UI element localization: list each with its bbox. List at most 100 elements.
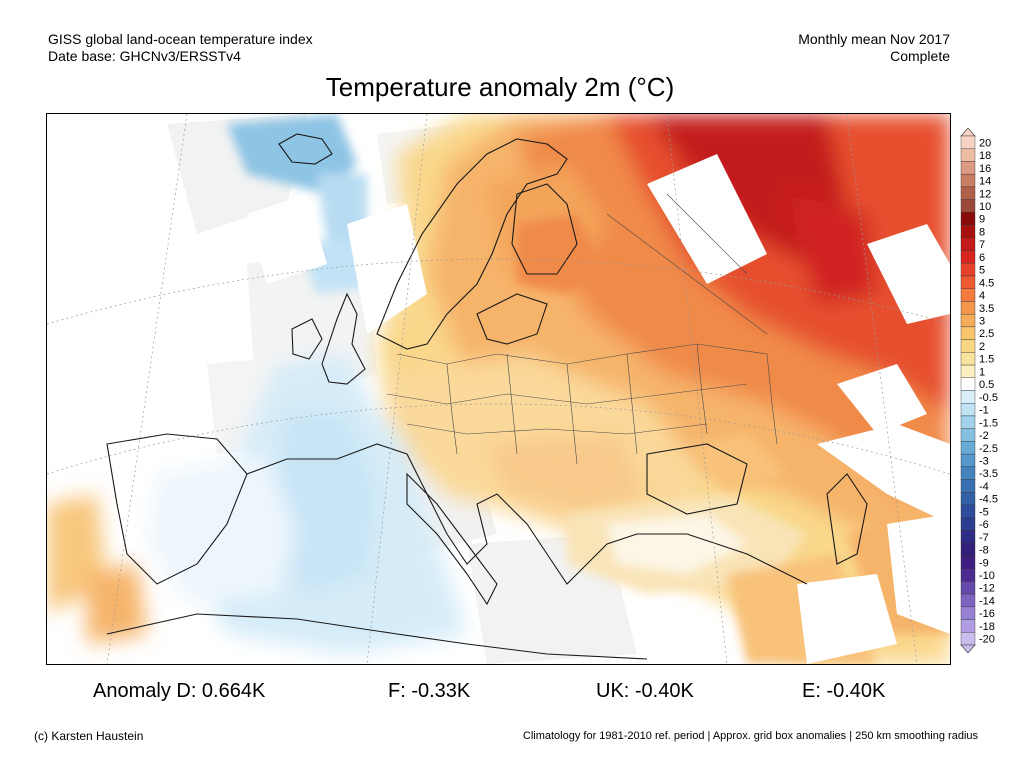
anomaly-e-stat: E: -0.40K: [802, 680, 886, 702]
anomaly-d-stat: Anomaly D: 0.664K: [93, 680, 266, 702]
colorbar-swatch: [960, 415, 976, 429]
map-title: Temperature anomaly 2m (°C): [325, 72, 675, 102]
colorbar-swatch: [960, 275, 976, 289]
colorbar-swatch: [960, 212, 976, 226]
colorbar-swatch: [960, 441, 976, 455]
missing-data-areas: [47, 154, 950, 664]
anomaly-stats: Anomaly D: 0.664K F: -0.33K UK: -0.40K E…: [0, 680, 1024, 708]
colorbar-arrow-bottom: [960, 644, 976, 653]
colorbar-label: 16: [979, 163, 991, 175]
colorbar-label: 8: [979, 226, 985, 238]
anomaly-uk-stat: UK: -0.40K: [596, 680, 694, 702]
colorbar-label: 14: [979, 176, 991, 188]
colorbar-label: 0.5: [979, 379, 994, 391]
colorbar-label: -1: [979, 405, 989, 417]
status-label: Complete: [890, 48, 950, 64]
colorbar-label: -2.5: [979, 443, 998, 455]
colorbar-swatch: [960, 581, 976, 595]
climatology-note: Climatology for 1981-2010 ref. period | …: [522, 730, 978, 742]
graticule: [47, 114, 950, 664]
colorbar-label: 9: [979, 214, 985, 226]
colorbar-label: 4: [979, 290, 985, 302]
colorbar-swatch: [960, 543, 976, 557]
colorbar-label: 20: [979, 137, 991, 149]
colorbar-swatch: [960, 619, 976, 633]
colorbar-label: -8: [979, 545, 989, 557]
colorbar-label: -1.5: [979, 417, 998, 429]
colorbar-label: 1: [979, 366, 985, 378]
colorbar-swatch: [960, 364, 976, 378]
credit-label: (c) Karsten Haustein: [34, 729, 144, 743]
colorbar-label: -10: [979, 570, 995, 582]
colorbar-label: -9: [979, 557, 989, 569]
colorbar-label: 10: [979, 201, 991, 213]
period-label: Monthly mean Nov 2017: [798, 31, 950, 47]
colorbar-label: -12: [979, 583, 995, 595]
colorbar-swatch: [960, 135, 976, 149]
colorbar-label: 1.5: [979, 354, 994, 366]
colorbar-label: -4: [979, 481, 989, 493]
colorbar-label: 2.5: [979, 328, 994, 340]
anomaly-map: [47, 114, 950, 664]
colorbar-label: -16: [979, 608, 995, 620]
colorbar-swatch: [960, 237, 976, 251]
colorbar-swatch: [960, 301, 976, 315]
colorbar-label: -0.5: [979, 392, 998, 404]
colorbar-label: 18: [979, 150, 991, 162]
colorbar-swatch: [960, 250, 976, 264]
colorbar-swatch: [960, 186, 976, 200]
colorbar-label: 5: [979, 265, 985, 277]
colorbar-swatch: [960, 453, 976, 468]
colorbar-label: 12: [979, 188, 991, 200]
colorbar-swatch: [960, 479, 976, 493]
colorbar-label: -3.5: [979, 468, 998, 480]
colorbar-label: -3: [979, 455, 989, 467]
colorbar-label: 7: [979, 239, 985, 251]
colorbar-swatch: [960, 148, 976, 162]
colorbar-swatch: [960, 466, 976, 480]
colorbar-swatch: [960, 263, 976, 277]
colorbar-label: 3.5: [979, 303, 994, 315]
colorbar-label: -20: [979, 634, 995, 646]
colorbar-swatch: [960, 161, 976, 175]
colorbar-swatch: [960, 504, 976, 518]
dataset-name: GISS global land-ocean temperature index: [48, 31, 313, 47]
colorbar-label: 2: [979, 341, 985, 353]
colorbar-label: -14: [979, 595, 995, 607]
colorbar-label: -2: [979, 430, 989, 442]
colorbar-label: 4.5: [979, 277, 994, 289]
colorbar-swatch: [960, 568, 976, 582]
colorbar-swatch: [960, 428, 976, 442]
colorbar-swatch: [960, 555, 976, 569]
colorbar-swatch: [960, 173, 976, 188]
colorbar-swatch: [960, 403, 976, 417]
colorbar-swatch: [960, 632, 976, 646]
colorbar-swatch: [960, 313, 976, 328]
map-panel: [46, 113, 951, 665]
colorbar: 201816141210987654.543.532.521.510.5-0.5…: [960, 128, 998, 653]
coastlines: [106, 133, 868, 660]
colorbar-label: -4.5: [979, 494, 998, 506]
colorbar-swatch: [960, 390, 976, 404]
colorbar-label: -18: [979, 621, 995, 633]
colorbar-arrow-top: [960, 128, 976, 137]
colorbar-swatch: [960, 606, 976, 620]
colorbar-label: 6: [979, 252, 985, 264]
colorbar-swatch: [960, 492, 976, 506]
country-borders: [386, 193, 778, 465]
colorbar-swatch: [960, 352, 976, 366]
colorbar-swatch: [960, 517, 976, 531]
colorbar-swatch: [960, 377, 976, 391]
colorbar-swatch: [960, 326, 976, 340]
colorbar-swatch: [960, 339, 976, 353]
colorbar-swatch: [960, 593, 976, 608]
colorbar-label: -5: [979, 506, 989, 518]
colorbar-swatch: [960, 288, 976, 302]
anomaly-f-stat: F: -0.33K: [388, 680, 471, 702]
colorbar-label: 3: [979, 316, 985, 328]
colorbar-swatch: [960, 199, 976, 213]
database-name: Date base: GHCNv3/ERSSTv4: [48, 48, 241, 64]
header-left: GISS global land-ocean temperature index…: [48, 31, 313, 65]
header-right: Monthly mean Nov 2017 Complete: [798, 31, 950, 65]
colorbar-swatch: [960, 530, 976, 544]
